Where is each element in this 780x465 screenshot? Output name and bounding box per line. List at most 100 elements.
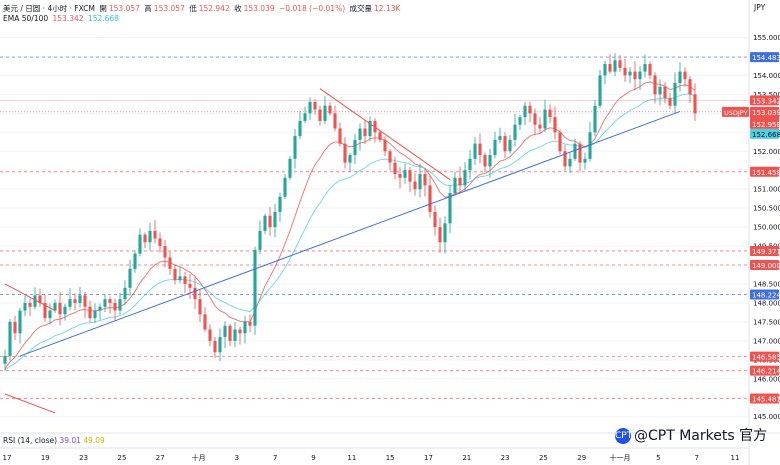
candle-body [228,325,232,341]
candle-body [348,155,352,163]
time-tick-label: 十一月 [610,453,631,462]
candle-body [518,117,522,125]
candle-body [238,329,242,334]
candle-body [603,64,607,76]
volume-label: 成交量 [349,4,373,13]
candle-body [468,158,472,171]
time-tick-label: 5 [656,454,660,462]
candle-body [378,132,382,140]
price-axis-labels: 154.483 153.342 151.458 149.371 149.000 148.2… [722,52,780,404]
candle-body [268,215,272,228]
candle-body [253,249,257,326]
candle-body [543,109,547,129]
time-tick-label: 21 [462,454,471,462]
currency-label: JPY [754,3,766,12]
candle-body [233,329,237,341]
candle-body [133,253,137,269]
price-tick-label: 148.500 [753,280,780,288]
candle-body [588,132,592,159]
candle-body [553,117,557,133]
candle-body [128,268,132,288]
rsi-ma-value: 49.09 [83,436,105,445]
candle-body [203,314,207,330]
candle-body [18,310,22,334]
candle-body [288,158,292,178]
price-level-tag [750,351,779,362]
candle-body [158,238,162,247]
candle-body [528,105,532,114]
candle-body [678,71,682,83]
ema100-tag-text: 152.668 [752,131,780,139]
time-tick-label: 15 [386,454,395,462]
ema-legend[interactable]: EMA 50/100 153.342 152.668 [3,14,121,23]
price-tick-label: 153.500 [753,91,780,99]
watermark: CPT @CPT Markets 官方 [615,425,767,445]
watermark-badge-icon: CPT [615,428,632,444]
candle-body [183,276,187,284]
rsi-legend[interactable]: RSI (14, close) 39.01 49.09 [3,436,105,445]
ema-label: EMA 50/100 [3,14,49,23]
candle-body [453,177,457,193]
candle-body [13,321,17,334]
candle-body [488,155,492,167]
candle-body [278,196,282,212]
grid [0,36,748,418]
candle-body [343,143,347,163]
candle-body [88,306,92,319]
candle-body [3,356,7,364]
candle-body [53,302,57,311]
price-tick-label: 150.000 [753,224,780,232]
candle-body [443,223,447,243]
candle-body [323,105,327,121]
price-tick-label: 146.000 [753,375,780,383]
candle-body [513,124,517,140]
rsi-value: 39.01 [59,436,81,445]
time-tick-label: 25 [539,454,548,462]
candle-body [393,162,397,175]
candle-body [208,329,212,341]
symbol-tag [722,106,749,117]
ema50-value: 153.342 [52,14,84,23]
candle-body [628,71,632,76]
candle-body [448,192,452,224]
candle-body [213,340,217,353]
candle-body [308,101,312,114]
price-tick-label: 145.000 [753,413,780,421]
candle-body [683,71,687,80]
candle-body [478,143,482,156]
time-tick-label: 27 [156,454,165,462]
symbol-title[interactable]: 美元 / 日圆 · 4小时 · FXCM [3,4,95,13]
uptrend-line [19,110,681,357]
candle-body [523,105,527,118]
candle-body [168,257,172,269]
candle-body [358,128,362,140]
candle-body [153,230,157,239]
open-value: 153.057 [108,4,140,13]
candle-body [493,139,497,156]
price-level-tag-text: 145.481 [752,395,780,403]
price-level-tag [750,166,779,177]
candle-body [608,64,612,72]
candle-body [498,136,502,140]
price-level-tag-text: 151.458 [752,169,780,177]
candle-body [388,151,392,163]
candle-body [458,177,462,186]
price-tick-label: 150.500 [753,205,780,213]
time-tick-label: 7 [694,454,698,462]
candle-body [653,75,657,95]
price-level-tag [750,260,779,271]
candles [3,53,697,371]
candle-body [8,321,12,357]
price-tick-label: 148.000 [753,299,780,307]
candle-body [173,268,177,281]
candle-body [623,67,627,76]
time-tick-label: 9 [311,454,315,462]
candle-body [333,113,337,129]
downtrend-line [319,88,451,181]
candle-body [533,113,537,125]
candle-body [258,230,262,250]
price-level-tag-text: 154.483 [752,54,780,62]
close-value: 153.039 [243,4,275,13]
price-tick-label: 152.000 [753,148,780,156]
